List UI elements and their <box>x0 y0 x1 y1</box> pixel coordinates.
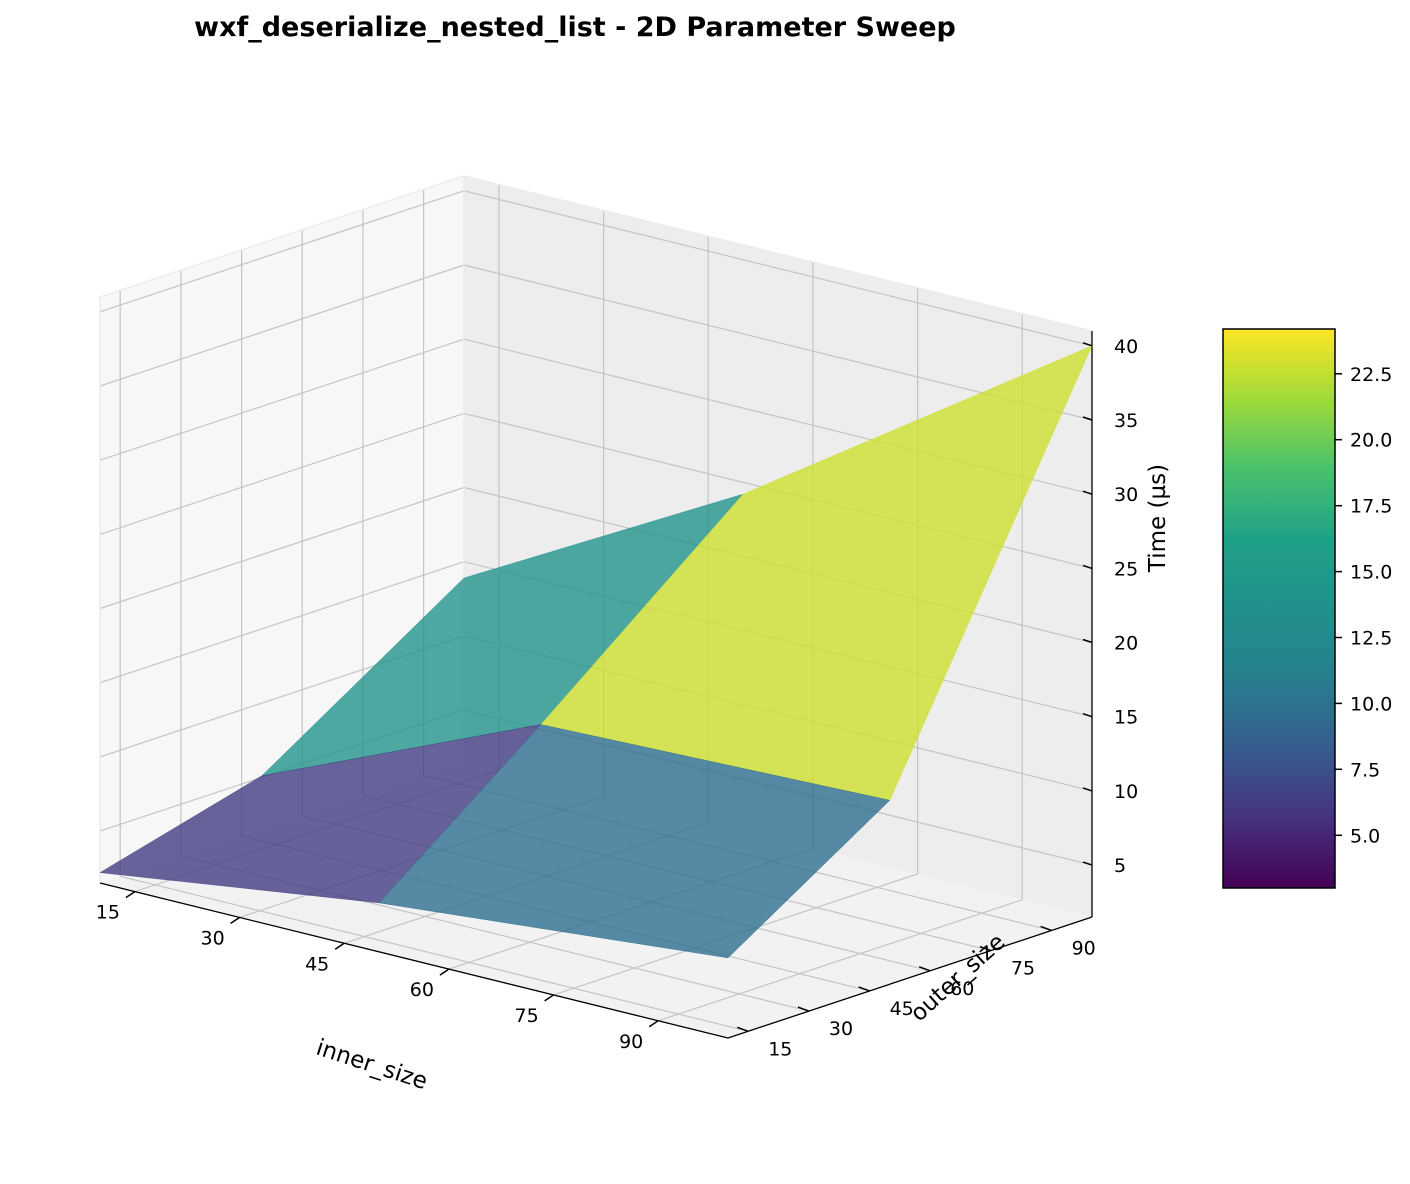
x-grid-line-floor <box>658 899 1023 1022</box>
x-tick-label: 90 <box>619 1031 643 1053</box>
z-tick-label: 15 <box>1114 707 1138 729</box>
x-tick-label: 15 <box>96 902 120 924</box>
z-tick-mark <box>1082 416 1093 421</box>
y-tick-label: 90 <box>1072 937 1096 959</box>
surface-patch <box>378 724 891 959</box>
z-tick-mark <box>1082 638 1093 644</box>
x-tick-mark <box>334 942 345 950</box>
z-grid-line-left <box>99 486 465 610</box>
x-tick-label: 75 <box>515 1005 539 1027</box>
y-tick-mark <box>979 945 992 952</box>
z-grid-line-left <box>99 412 465 535</box>
x-tick-mark <box>230 916 241 925</box>
z-grid-line-left <box>99 338 465 461</box>
colorbar-tick-label: 12.5 <box>1350 628 1392 650</box>
z-grid-line-left <box>99 264 465 387</box>
colorbar-tick-label: 7.5 <box>1350 759 1380 781</box>
z-tick-mark <box>1082 861 1093 866</box>
z-tick-mark <box>1082 342 1093 347</box>
x-tick-mark <box>648 1020 659 1028</box>
colorbar-gradient <box>1222 328 1336 889</box>
pane-edge <box>463 175 1093 332</box>
y-tick-label: 45 <box>890 998 914 1020</box>
colorbar-tick-label: 10.0 <box>1350 693 1392 715</box>
chart-title: wxf_deserialize_nested_list - 2D Paramet… <box>194 12 956 43</box>
x-tick-label: 60 <box>410 979 434 1001</box>
x-tick-mark <box>544 994 555 1002</box>
y-tick-mark <box>736 1026 749 1033</box>
z-tick-mark <box>1082 787 1093 792</box>
x-axis-line <box>99 882 729 1039</box>
y-grid-line-floor <box>120 875 749 1032</box>
y-tick-mark <box>797 1006 810 1012</box>
colorbar-tick-label: 22.5 <box>1350 364 1392 386</box>
y-tick-label: 30 <box>829 1018 853 1040</box>
colorbar-ticks: 5.0 7.5 10.0 12.5 15.0 17.5 20.0 22.5 <box>1335 364 1392 847</box>
x-axis-label: inner_size <box>313 1035 431 1095</box>
colorbar-tick-label: 20.0 <box>1350 430 1392 452</box>
x-tick-mark <box>439 968 450 976</box>
z-tick-mark <box>1082 490 1093 495</box>
y-tick-mark <box>1040 925 1052 932</box>
z-tick-mark <box>1082 712 1093 718</box>
y-tick-label: 15 <box>768 1038 792 1060</box>
z-axis-ticks: 5 10 15 20 25 30 35 40 <box>1082 336 1138 877</box>
z-axis-label: Time (µs) <box>1145 464 1171 573</box>
y-axis-line <box>727 916 1093 1039</box>
z-tick-label: 20 <box>1114 633 1138 655</box>
colorbar-tick-label: 15.0 <box>1350 562 1392 584</box>
x-tick-mark <box>125 890 136 899</box>
y-tick-label: 60 <box>950 978 974 1000</box>
x-tick-label: 30 <box>201 927 225 949</box>
z-tick-label: 25 <box>1114 558 1138 580</box>
y-axis-ticks: 15 30 45 60 75 90 <box>736 925 1096 1060</box>
z-tick-label: 30 <box>1114 484 1138 506</box>
z-tick-label: 40 <box>1114 336 1138 358</box>
colorbar-tick-label: 5.0 <box>1350 825 1380 847</box>
surface <box>99 345 1093 959</box>
y-tick-mark <box>858 986 870 992</box>
x-tick-label: 45 <box>305 953 329 975</box>
y-tick-label: 75 <box>1011 958 1035 980</box>
z-tick-label: 35 <box>1114 410 1138 432</box>
colorbar-tick-label: 17.5 <box>1350 496 1392 518</box>
z-tick-label: 10 <box>1114 781 1138 803</box>
z-tick-label: 5 <box>1114 855 1126 877</box>
pane-edge <box>99 175 465 298</box>
z-grid-line-back <box>463 190 1093 347</box>
y-tick-mark <box>918 966 931 972</box>
x-axis-ticks: 15 30 45 60 75 90 <box>96 890 659 1053</box>
z-tick-mark <box>1082 564 1093 570</box>
z-grid-line-left <box>99 561 465 684</box>
colorbar: 5.0 7.5 10.0 12.5 15.0 17.5 20.0 22.5 <box>1222 328 1392 889</box>
z-grid-line-left <box>99 190 465 313</box>
